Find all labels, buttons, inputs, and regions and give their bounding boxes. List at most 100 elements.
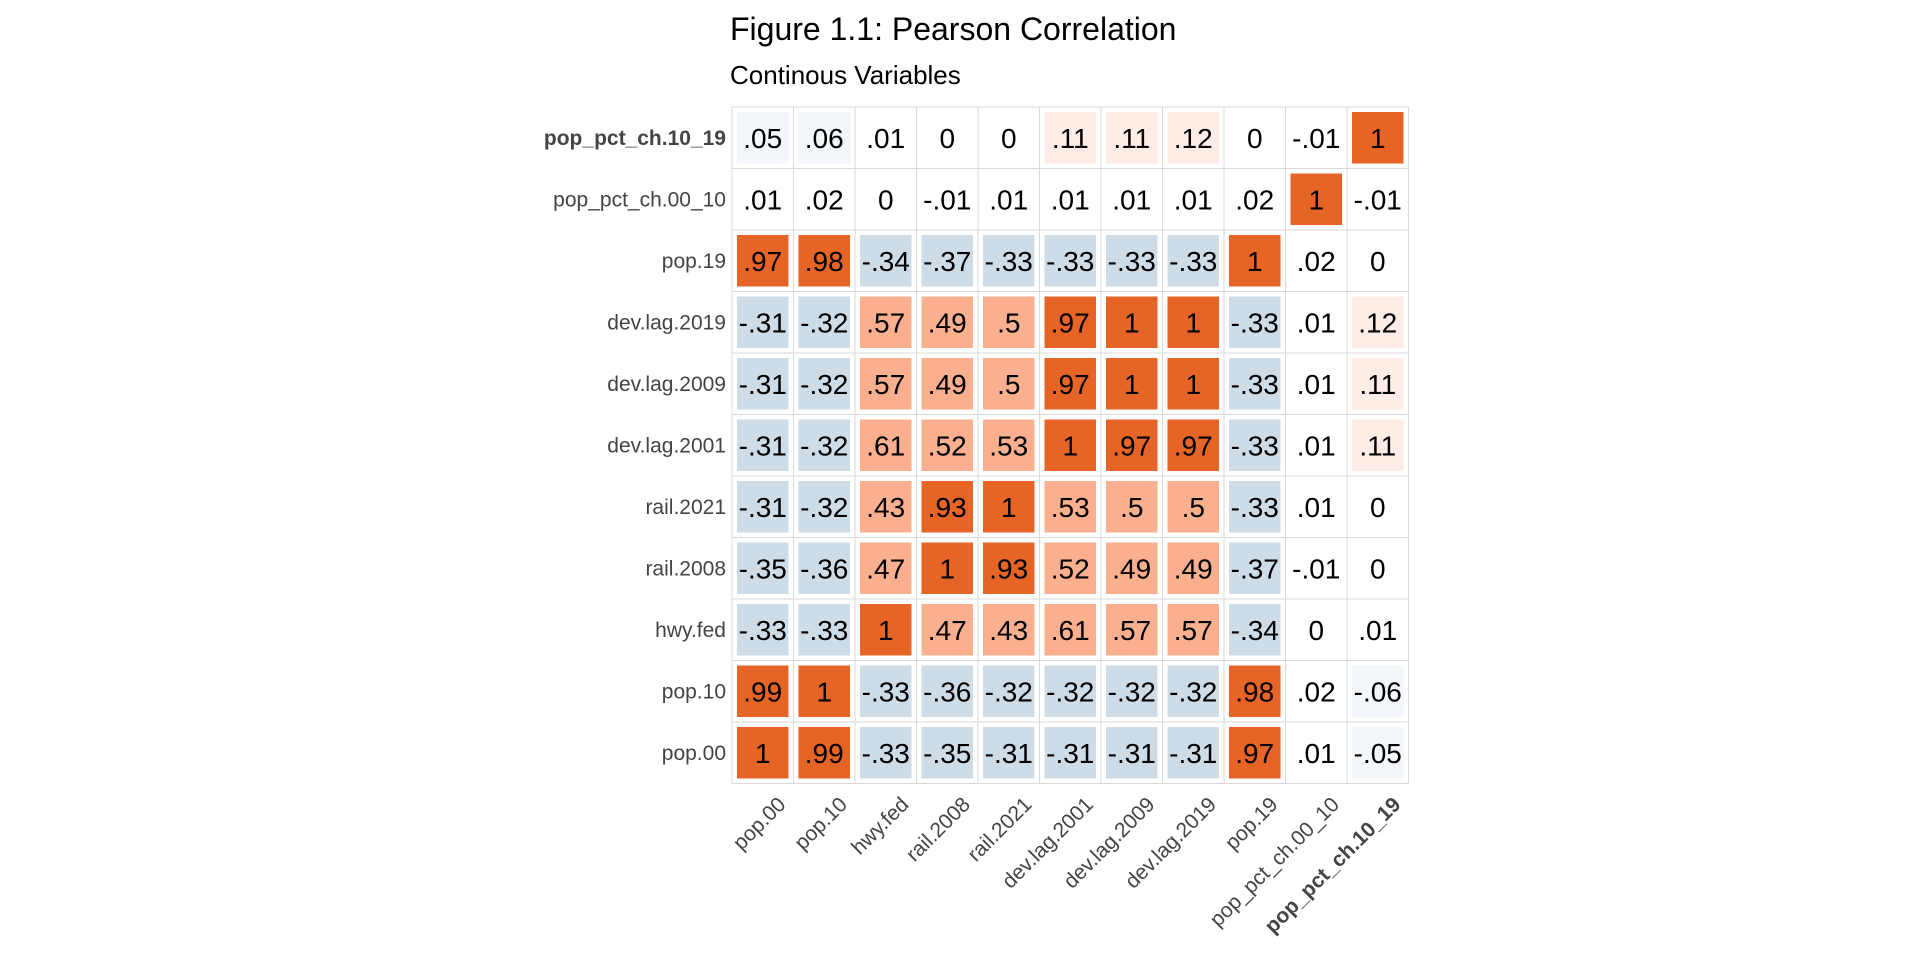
cell-value-label: .97 [1235, 738, 1274, 769]
cell-value-label: 0 [1308, 615, 1324, 646]
heatmap-cell [983, 604, 1035, 656]
cell-value-label: -.33 [1046, 246, 1094, 277]
cell-value-label: .49 [928, 369, 967, 400]
heatmap-cell [798, 542, 850, 594]
cell-value-label: 0 [1370, 246, 1386, 277]
heatmap-cell [1352, 296, 1404, 348]
heatmap-cell [1106, 542, 1158, 594]
cell-value-label: 0 [1001, 123, 1017, 154]
heatmap-cell [921, 481, 973, 533]
cell-value-label: -.37 [1231, 553, 1279, 584]
cell-value-label: -.34 [1231, 615, 1279, 646]
cell-value-label: 1 [755, 738, 771, 769]
cell-value-label: .97 [743, 246, 782, 277]
cell-value-label: .01 [989, 184, 1028, 215]
heatmap-cell [1229, 296, 1281, 348]
heatmap-cell [921, 235, 973, 287]
cell-value-label: -.32 [800, 492, 848, 523]
heatmap-cell [1044, 173, 1096, 225]
x-tick-label-rail-2008: rail.2008 [902, 793, 975, 866]
cell-value-label: -.33 [1231, 369, 1279, 400]
cell-value-label: .01 [1297, 307, 1336, 338]
y-tick-label-pop-00: pop.00 [662, 742, 726, 765]
heatmap-cell [1106, 173, 1158, 225]
cell-value-label: -.31 [739, 430, 787, 461]
heatmap-cell [798, 604, 850, 656]
heatmap-cell [1167, 358, 1219, 410]
cell-value-label: .5 [997, 307, 1020, 338]
heatmap-cell [1229, 542, 1281, 594]
heatmap-cell [798, 112, 850, 164]
heatmap-cell [983, 665, 1035, 717]
cell-value-label: .97 [1051, 307, 1090, 338]
cell-value-label: .98 [1235, 676, 1274, 707]
cell-value-label: .53 [1051, 492, 1090, 523]
heatmap-cell [860, 419, 912, 471]
cell-value-label: 0 [878, 184, 894, 215]
cell-value-label: .01 [1358, 615, 1397, 646]
heatmap-cell [1229, 235, 1281, 287]
heatmap-cell [1044, 112, 1096, 164]
heatmap-cell [798, 173, 850, 225]
y-tick-label-pop-pct-ch-00-10: pop_pct_ch.00_10 [553, 188, 726, 211]
heatmap-cell [737, 604, 789, 656]
cell-value-label: .01 [866, 123, 905, 154]
heatmap-cell [983, 112, 1035, 164]
heatmap-cell [860, 542, 912, 594]
cell-value-label: .5 [1120, 492, 1143, 523]
cell-value-label: .05 [743, 123, 782, 154]
cell-value-label: 1 [816, 676, 832, 707]
cell-value-label: -.31 [739, 492, 787, 523]
heatmap-cell [798, 727, 850, 779]
cell-value-label: -.33 [862, 738, 910, 769]
cell-value-label: -.32 [985, 676, 1033, 707]
x-tick-label-pop-00: pop.00 [729, 793, 791, 855]
cell-value-label: -.33 [1169, 246, 1217, 277]
cell-value-label: .93 [928, 492, 967, 523]
heatmap-cell [1167, 542, 1219, 594]
heatmap-cell [921, 296, 973, 348]
heatmap-cell [1290, 481, 1342, 533]
cell-value-label: 1 [1308, 184, 1324, 215]
heatmap-cell [1352, 419, 1404, 471]
cell-value-label: .01 [1297, 369, 1336, 400]
heatmap-cell [1106, 481, 1158, 533]
cell-value-label: -.32 [800, 307, 848, 338]
heatmap-cell [1044, 296, 1096, 348]
heatmap-cell [737, 481, 789, 533]
cell-value-label: -.32 [800, 430, 848, 461]
heatmap-cell [1229, 727, 1281, 779]
heatmap-cell [1290, 112, 1342, 164]
cell-value-label: -.33 [1231, 430, 1279, 461]
heatmap-cell [983, 235, 1035, 287]
heatmap-cell [1229, 604, 1281, 656]
cell-value-label: .49 [928, 307, 967, 338]
cell-value-label: .57 [1112, 615, 1151, 646]
heatmap-cell [1044, 235, 1096, 287]
heatmap-cell [921, 112, 973, 164]
y-tick-label-dev-lag-2001: dev.lag.2001 [607, 434, 726, 457]
heatmap-cell [1290, 727, 1342, 779]
cell-value-label: -.01 [1292, 553, 1340, 584]
grid-lines [731, 106, 1409, 784]
cell-value-label: .43 [989, 615, 1028, 646]
cell-value-label: -.01 [923, 184, 971, 215]
cell-value-label: -.31 [739, 307, 787, 338]
heatmap-cell [737, 173, 789, 225]
heatmap-cell [1106, 112, 1158, 164]
cell-value-label: .11 [1359, 369, 1396, 400]
heatmap-cell [798, 235, 850, 287]
cell-value-label: -.06 [1354, 676, 1402, 707]
heatmap-cell [1290, 419, 1342, 471]
x-axis-labels: pop.00 pop.10hwy.fedrail.2008rail.2021dev… [729, 793, 1406, 938]
y-tick-label-rail-2021: rail.2021 [645, 496, 726, 519]
heatmap-cell [1352, 481, 1404, 533]
heatmap-cell [1229, 112, 1281, 164]
heatmap-cell [860, 481, 912, 533]
cell-value-label: 1 [1001, 492, 1017, 523]
heatmap-cell [1106, 604, 1158, 656]
x-tick-label-pop-10: pop.10 [790, 793, 852, 855]
heatmap-cell [983, 542, 1035, 594]
heatmap-cell [798, 481, 850, 533]
